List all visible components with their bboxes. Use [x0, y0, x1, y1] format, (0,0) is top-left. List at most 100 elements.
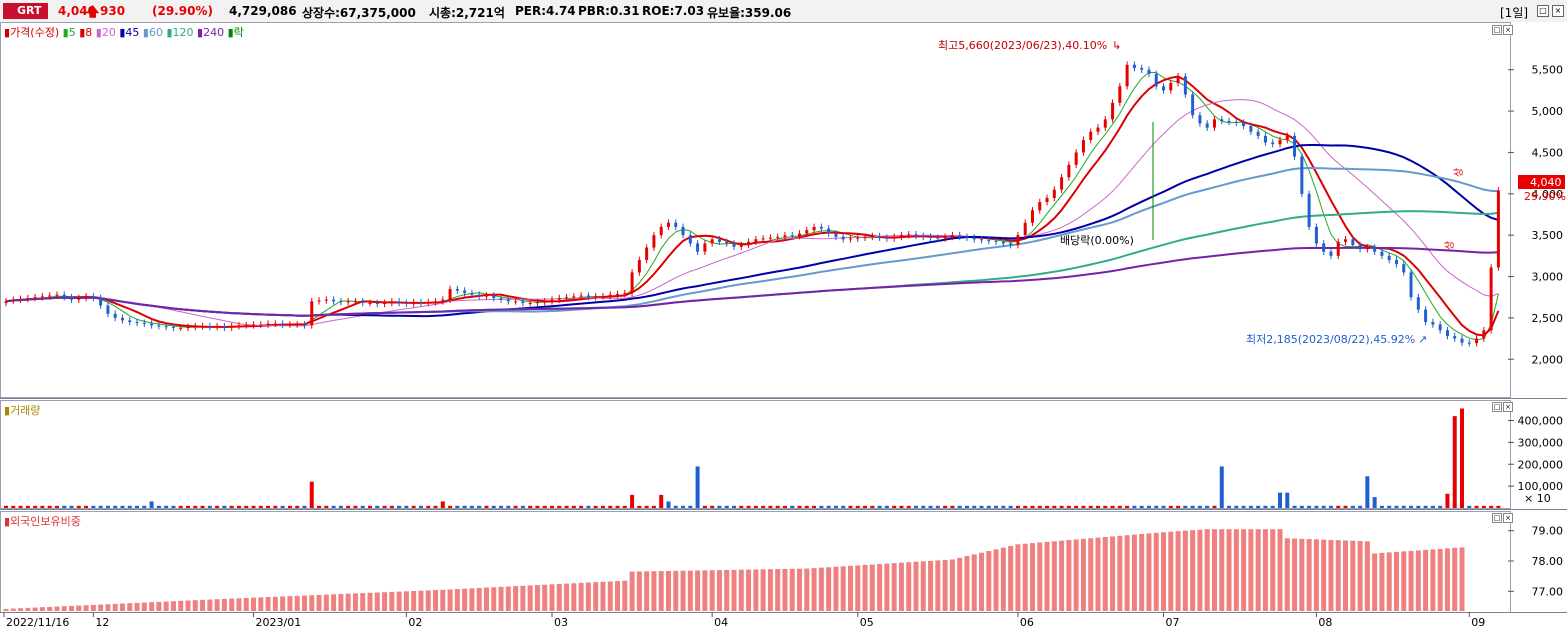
candle-body [579, 295, 583, 297]
foreign-ratio-bar [746, 569, 752, 611]
foreign-ratio-bar [1386, 552, 1392, 611]
candle-body [819, 226, 823, 229]
candle-body [1453, 336, 1457, 339]
volume-bar [171, 505, 176, 508]
volume-bar [1183, 505, 1188, 508]
candle-body [557, 298, 561, 300]
symbol-badge[interactable]: GRT [3, 3, 48, 19]
candle-body [1409, 272, 1413, 298]
close-window-icon[interactable]: × [1552, 5, 1564, 17]
volume-bar [863, 505, 868, 508]
candle-body [972, 237, 976, 240]
candle-body [1220, 119, 1224, 121]
candle-body [659, 226, 663, 236]
foreign-ratio-bar [309, 595, 315, 611]
foreign-ratio-bar [54, 606, 60, 611]
pane-restore-icon[interactable]: □ [1492, 513, 1502, 523]
candle-body [754, 239, 758, 242]
candle-body [623, 293, 627, 295]
foreign-ratio-bar [884, 563, 890, 611]
volume-bar [62, 505, 67, 508]
legend-ma8: 8 [85, 26, 93, 39]
foreign-ratio-bar [83, 605, 89, 611]
foreign-ratio-bar [615, 581, 621, 611]
candle-body [601, 296, 605, 298]
foreign-ratio-bar [695, 570, 701, 611]
candle-body [1293, 135, 1297, 157]
foreign-ratio-bar [1110, 536, 1116, 611]
candle-body [33, 297, 37, 299]
candle-body [688, 235, 692, 244]
foreign-ratio-bar [1204, 529, 1210, 611]
volume-bar [812, 505, 817, 508]
foreign-ratio-bar [1393, 551, 1399, 611]
foreign-ratio-bar [1211, 529, 1217, 611]
volume-bar [673, 505, 678, 508]
volume-y-tick-label: 300,000 [1518, 436, 1564, 449]
candle-body [1096, 127, 1100, 132]
foreign-ratio-bar [1430, 549, 1436, 611]
candle-body [1263, 135, 1267, 143]
volume-bar [484, 505, 489, 508]
candle-body [455, 288, 459, 291]
pane-close-icon[interactable]: × [1503, 402, 1513, 412]
legend-marker: ▮ [79, 26, 86, 39]
volume-bar [54, 505, 59, 508]
foreign-ratio-bar [98, 604, 104, 611]
candle-body [353, 301, 357, 303]
volume-bar [215, 505, 220, 508]
foreign-ratio-bar [942, 559, 948, 611]
candle-body [1358, 245, 1362, 250]
candle-body [848, 238, 852, 240]
candle-body [914, 234, 918, 236]
foreign-ratio-bar [971, 554, 977, 611]
up-arrow-icon: 🡅 [86, 5, 100, 20]
candle-body [1176, 76, 1180, 83]
candle-body [907, 234, 911, 236]
candle-body [674, 222, 678, 227]
foreign-ratio-bar [1182, 530, 1188, 611]
period-selector[interactable]: [1일] [1500, 6, 1529, 20]
volume-bar [222, 505, 227, 508]
foreign-ratio-bar [1444, 548, 1450, 611]
volume-bar [964, 505, 969, 508]
volume-bar [317, 505, 322, 508]
candle-body [506, 299, 510, 302]
volume-bar [433, 505, 438, 508]
volume-bar [1110, 505, 1115, 508]
restore-window-icon[interactable]: □ [1537, 5, 1549, 17]
foreign-ratio-bar [1241, 529, 1247, 611]
candle-body [332, 299, 336, 302]
candle-body [550, 299, 554, 302]
candle-body [921, 235, 925, 237]
pane-restore-icon[interactable]: □ [1492, 25, 1502, 35]
pane-close-icon[interactable]: × [1503, 513, 1513, 523]
volume-bar [273, 505, 278, 508]
volume-legend: ▮거래량 [4, 402, 40, 418]
volume-bar [1467, 505, 1472, 508]
pane-close-icon[interactable]: × [1503, 25, 1513, 35]
volume-bar [309, 481, 314, 508]
chart-area[interactable]: 5,500 5,000 4,500 4,000 3,500 3,000 2,500 2,000… [0, 22, 1567, 630]
volume-bar [1445, 493, 1450, 508]
candle-body [1307, 193, 1311, 227]
x-tick-label: 03 [554, 616, 568, 629]
foreign-y-tick-label: 77.00 [1532, 585, 1564, 598]
candle-body [1445, 330, 1449, 337]
candle-body [630, 272, 634, 294]
candle-body [514, 301, 518, 303]
foreign-ratio-bar [782, 568, 788, 611]
candle-body [1344, 239, 1348, 242]
candle-body [586, 295, 590, 298]
candle-body [1089, 131, 1093, 141]
candle-body [1074, 152, 1078, 165]
pane-restore-icon[interactable]: □ [1492, 402, 1502, 412]
candle-body [652, 235, 656, 248]
volume-bar [440, 501, 445, 508]
foreign-ratio-bar [156, 601, 162, 611]
foreign-ratio-bar [331, 594, 337, 611]
foreign-ratio-bar [775, 569, 781, 611]
candle-body [812, 226, 816, 231]
candle-body [696, 243, 700, 252]
candle-body [419, 302, 423, 304]
